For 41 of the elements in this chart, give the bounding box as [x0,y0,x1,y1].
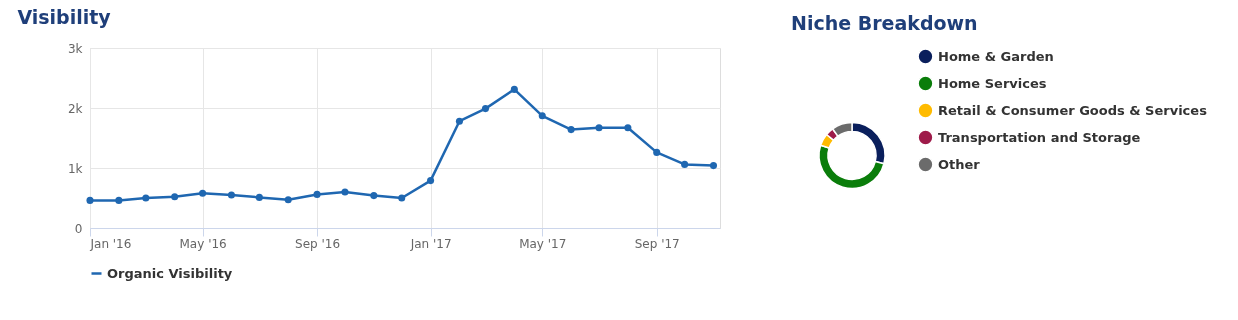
legend-label: Transportation and Storage [938,129,1141,145]
point [455,117,463,125]
point [481,105,490,113]
x-tick-label: Sep '17 [634,236,680,251]
y-tick-label: 2k [67,101,83,116]
x-tick-label: May '16 [179,236,227,251]
y-tick-label: 1k [67,161,83,176]
legend-label: Home & Garden [938,48,1054,64]
legend-label: Other [938,156,981,172]
point [142,194,150,202]
point [653,148,661,156]
point [538,112,546,120]
x-tick-label: Sep '16 [295,236,341,251]
point [86,196,94,204]
point [595,124,603,132]
point [681,160,689,168]
point [510,85,518,93]
x-tick-label: Jan '16 [89,236,132,251]
point [284,196,292,204]
legend-label: Organic Visibility [107,265,233,281]
point [624,124,632,132]
point [341,188,349,196]
y-tick-label: 0 [74,221,83,236]
y-tick-label: 3k [67,41,83,56]
chart-title: Visibility [17,6,112,28]
point [227,191,235,199]
point [313,190,321,198]
x-tick-label: Jan '17 [409,236,452,251]
x-tick-label: May '17 [519,236,567,251]
chart-title: Niche Breakdown [791,12,978,34]
point [709,162,718,170]
legend-label: Retail & Consumer Goods & Services [938,102,1208,118]
point [370,192,378,200]
point [567,126,575,134]
point [398,194,406,202]
point [427,177,435,185]
point [255,193,263,201]
point [115,196,123,204]
point [171,193,179,201]
legend-label: Home Services [938,75,1047,91]
point [199,189,207,197]
